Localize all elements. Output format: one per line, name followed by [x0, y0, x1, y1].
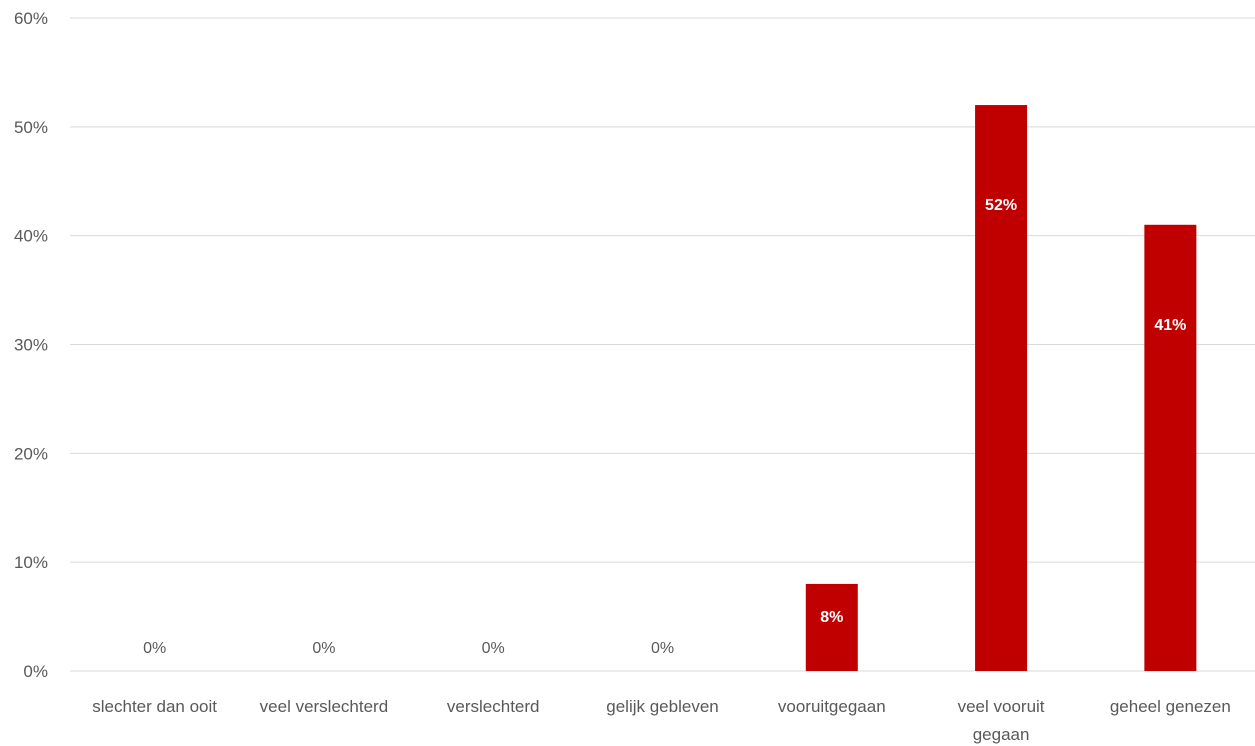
x-category-label: geheel genezen: [1110, 697, 1231, 716]
y-tick-label: 60%: [14, 9, 48, 28]
data-label: 0%: [651, 640, 674, 657]
y-tick-label: 30%: [14, 336, 48, 355]
bar: [1144, 224, 1197, 672]
y-tick-label: 20%: [14, 444, 48, 463]
y-tick-label: 50%: [14, 118, 48, 137]
y-tick-label: 0%: [23, 662, 48, 681]
data-labels: 0% 0% 0% 0% 8% 52% 41%: [143, 197, 1186, 657]
x-category-label: veel vooruit gegaan: [958, 697, 1045, 744]
x-category-label-line: vooruitgegaan: [778, 697, 886, 716]
x-category-label: gelijk gebleven: [606, 697, 718, 716]
x-category-label: vooruitgegaan: [778, 697, 886, 716]
bars: [805, 105, 1197, 672]
x-axis-categories: slechter dan ooit veel verslechterd versle…: [92, 697, 1231, 744]
data-label: 41%: [1154, 317, 1186, 334]
data-label: 0%: [312, 640, 335, 657]
bar: [805, 583, 858, 671]
x-category-label-line: veel vooruit: [958, 697, 1045, 716]
data-label: 52%: [985, 197, 1017, 214]
data-label: 0%: [482, 640, 505, 657]
x-category-label: veel verslechterd: [260, 697, 389, 716]
x-category-label: slechter dan ooit: [92, 697, 217, 716]
y-tick-label: 10%: [14, 553, 48, 572]
x-category-label-line: geheel genezen: [1110, 697, 1231, 716]
x-category-label: verslechterd: [447, 697, 540, 716]
x-category-label-line: slechter dan ooit: [92, 697, 217, 716]
grid-layer: [70, 17, 1255, 672]
bar: [975, 105, 1028, 672]
x-category-label-line: gelijk gebleven: [606, 697, 718, 716]
data-label: 0%: [143, 640, 166, 657]
x-category-label-line: veel verslechterd: [260, 697, 389, 716]
x-category-label-line: gegaan: [973, 725, 1030, 744]
data-label: 8%: [820, 609, 843, 626]
y-tick-label: 40%: [14, 227, 48, 246]
x-category-label-line: verslechterd: [447, 697, 540, 716]
y-axis-ticks: 0% 10% 20% 30% 40% 50% 60%: [14, 9, 48, 681]
